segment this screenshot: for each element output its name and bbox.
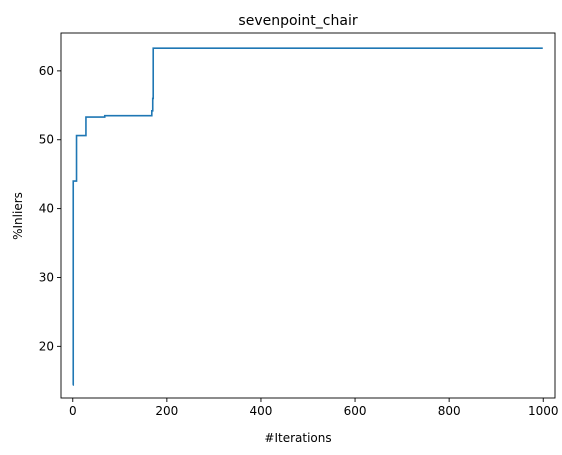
axes-frame <box>60 32 556 399</box>
x-tick-label: 200 <box>155 404 178 418</box>
x-axis-label: #Iterations <box>264 431 331 445</box>
x-tick-label: 400 <box>249 404 272 418</box>
chart-title: sevenpoint_chair <box>238 13 357 29</box>
y-axis-label: %Inliers <box>11 192 25 240</box>
y-tick-label: 30 <box>39 270 54 284</box>
x-tick-label: 0 <box>69 404 77 418</box>
y-tick-label: 60 <box>39 64 54 78</box>
x-tick-label: 800 <box>438 404 461 418</box>
x-tick-label: 1000 <box>528 404 559 418</box>
y-tick-label: 40 <box>39 202 54 216</box>
x-tick-label: 600 <box>344 404 367 418</box>
series-line-0 <box>72 47 543 386</box>
plot-area: 0 200 400 600 800 1000 20 30 40 50 60 <box>39 32 559 418</box>
y-tick-label: 20 <box>39 339 54 353</box>
y-tick-label: 50 <box>39 133 54 147</box>
